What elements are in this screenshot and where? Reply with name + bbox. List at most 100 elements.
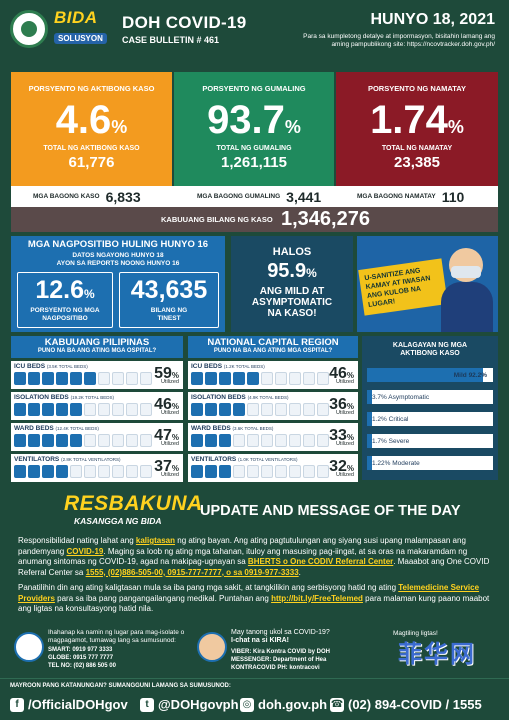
message-title: UPDATE AND MESSAGE OF THE DAY: [200, 503, 461, 519]
message-paragraph-1: Responsibilidad nating lahat ang kaligta…: [18, 536, 490, 577]
bed-icon: [289, 403, 301, 416]
kira-avatar: [197, 632, 227, 662]
bed-icon: [84, 372, 96, 385]
bed-icon: [317, 403, 329, 416]
bed-icon: [112, 372, 124, 385]
phone-icon: ☎: [330, 697, 344, 712]
severity-bar: 3.7% Asymptomatic: [367, 390, 493, 404]
severity-bar: 1.22% Moderate: [367, 456, 493, 470]
bed-icon: [191, 434, 203, 447]
bed-icon: [112, 465, 124, 478]
bed-icon: [126, 372, 138, 385]
bed-icon: [42, 372, 54, 385]
bed-icon: [247, 372, 259, 385]
footer: MAYROON PANG KATANUNGAN? SUMANGGUNI LAMA…: [0, 678, 509, 720]
tested-count: 43,635 BILANG NG TINEST: [119, 272, 219, 328]
bed-icon: [317, 434, 329, 447]
bed-icon: [261, 403, 273, 416]
hospital-row: WARD BEDS (3.6K TOTAL BEDS) 33% Utilized: [188, 423, 358, 451]
severity-panel: KALAGAYAN NG MGA AKTIBONG KASO Mild 92.2%…: [362, 336, 498, 480]
bed-icon: [56, 372, 68, 385]
bed-icon: [126, 465, 138, 478]
bed-icon: [289, 434, 301, 447]
bed-icon: [233, 434, 245, 447]
bed-icon: [275, 372, 287, 385]
bed-icon: [247, 434, 259, 447]
hospital-row: WARD BEDS (12.4K TOTAL BEDS) 47% Utilized: [11, 423, 183, 451]
bed-icon: [42, 465, 54, 478]
bed-icon: [98, 434, 110, 447]
bed-icon: [70, 372, 82, 385]
mild-asymptomatic-panel: HALOS 95.9% ANG MILD AT ASYMPTOMATIC NA KA…: [231, 236, 353, 332]
active-cases-card: PORSYENTO NG AKTIBONG KASO 4.6% TOTAL NG…: [11, 72, 172, 186]
bed-icon: [70, 434, 82, 447]
twitter-link[interactable]: t @DOHgovph: [140, 697, 239, 712]
bed-icon: [140, 465, 152, 478]
facebook-link[interactable]: f/OfficialDOHgov: [10, 697, 128, 712]
hospital-row: VENTILATORS (2.8K TOTAL VENTILATORS) 37% U…: [11, 454, 183, 482]
bed-icon: [140, 434, 152, 447]
bida-logo: BIDA SOLUSYON: [54, 8, 116, 52]
bed-icon: [275, 403, 287, 416]
sanitize-promo-image: U-SANITIZE ANG KAMAY AT IWASAN ANG KULOB…: [357, 236, 498, 332]
bed-icon: [98, 465, 110, 478]
bed-icon: [219, 403, 231, 416]
resbakuna-logo: RESBAKUNA KASANGGA NG BIDA: [64, 492, 203, 526]
bed-icon: [191, 372, 203, 385]
new-cases: MGA BAGONG KASO 6,833: [33, 188, 141, 205]
bed-icon: [289, 372, 301, 385]
new-counts-row: MGA BAGONG KASO 6,833 MGA BAGONG GUMALING…: [11, 186, 498, 207]
referral-logo-icon: [14, 632, 44, 662]
bed-icon: [219, 372, 231, 385]
bed-icon: [140, 372, 152, 385]
person-illustration: [441, 282, 493, 332]
bed-icon: [14, 465, 26, 478]
bed-icon: [98, 403, 110, 416]
bed-icon: [126, 403, 138, 416]
hospital-row: ICU BEDS (3.5K TOTAL BEDS) 59% Utilized: [11, 361, 183, 389]
bed-icon: [28, 434, 40, 447]
hospital-row: ISOLATION BEDS (19.2K TOTAL BEDS) 46% Util…: [11, 392, 183, 420]
bed-icon: [317, 465, 329, 478]
hospital-row: ISOLATION BEDS (4.9K TOTAL BEDS) 36% Utili…: [188, 392, 358, 420]
bed-icon: [275, 434, 287, 447]
hospital-row: ICU BEDS (1.2K TOTAL BEDS) 46% Utilized: [188, 361, 358, 389]
bed-icon: [191, 465, 203, 478]
face-mask-icon: [451, 266, 481, 278]
bed-icon: [126, 434, 138, 447]
hospital-row: VENTILATORS (1.0K TOTAL VENTILATORS) 32% U…: [188, 454, 358, 482]
bed-icon: [112, 403, 124, 416]
globe-icon: ◎: [240, 697, 254, 712]
bed-icon: [56, 434, 68, 447]
bed-icon: [275, 465, 287, 478]
bed-icon: [140, 403, 152, 416]
severity-bar: 1.7% Severe: [367, 434, 493, 448]
stay-safe: Magtiling ligtas!: [393, 630, 438, 637]
bed-icon: [261, 465, 273, 478]
bulletin-date: HUNYO 18, 2021: [370, 11, 495, 28]
referral-contacts: Ihahanap ka namin ng lugar para mag-isol…: [14, 628, 184, 678]
bed-icon: [98, 372, 110, 385]
bed-icon: [317, 372, 329, 385]
website-link[interactable]: ◎ doh.gov.ph: [240, 697, 327, 712]
hotline: ☎ (02) 894-COVID / 1555: [330, 697, 482, 712]
message-paragraph-2: Panatilihin din ang ating kaligtasan mul…: [18, 583, 490, 613]
bed-icon: [84, 434, 96, 447]
recovered-card: PORSYENTO NG GUMALING 93.7% TOTAL NG GUM…: [174, 72, 334, 186]
telemed-link[interactable]: http://bit.ly/FreeTelemed: [271, 593, 363, 603]
bed-icon: [233, 372, 245, 385]
new-deaths: MGA BAGONG NAMATAY 110: [357, 188, 465, 205]
bed-icon: [247, 465, 259, 478]
bed-icon: [84, 465, 96, 478]
bed-icon: [14, 434, 26, 447]
bed-icon: [247, 403, 259, 416]
total-cases: KABUUANG BILANG NG KASO 1,346,276: [11, 207, 498, 232]
site-note: Para sa kumpletong detalye at impormasyo…: [303, 33, 495, 48]
twitter-icon: t: [140, 697, 154, 712]
bed-icon: [205, 465, 217, 478]
positivity-panel: MGA NAGPOSITIBO HULING HUNYO 16 DATOS NG…: [11, 236, 225, 332]
bed-icon: [205, 372, 217, 385]
facebook-icon: f: [10, 697, 24, 712]
bed-icon: [191, 403, 203, 416]
kira-chat-contacts: May tanong ukol sa COVID-19? I-chat na s…: [197, 628, 357, 678]
